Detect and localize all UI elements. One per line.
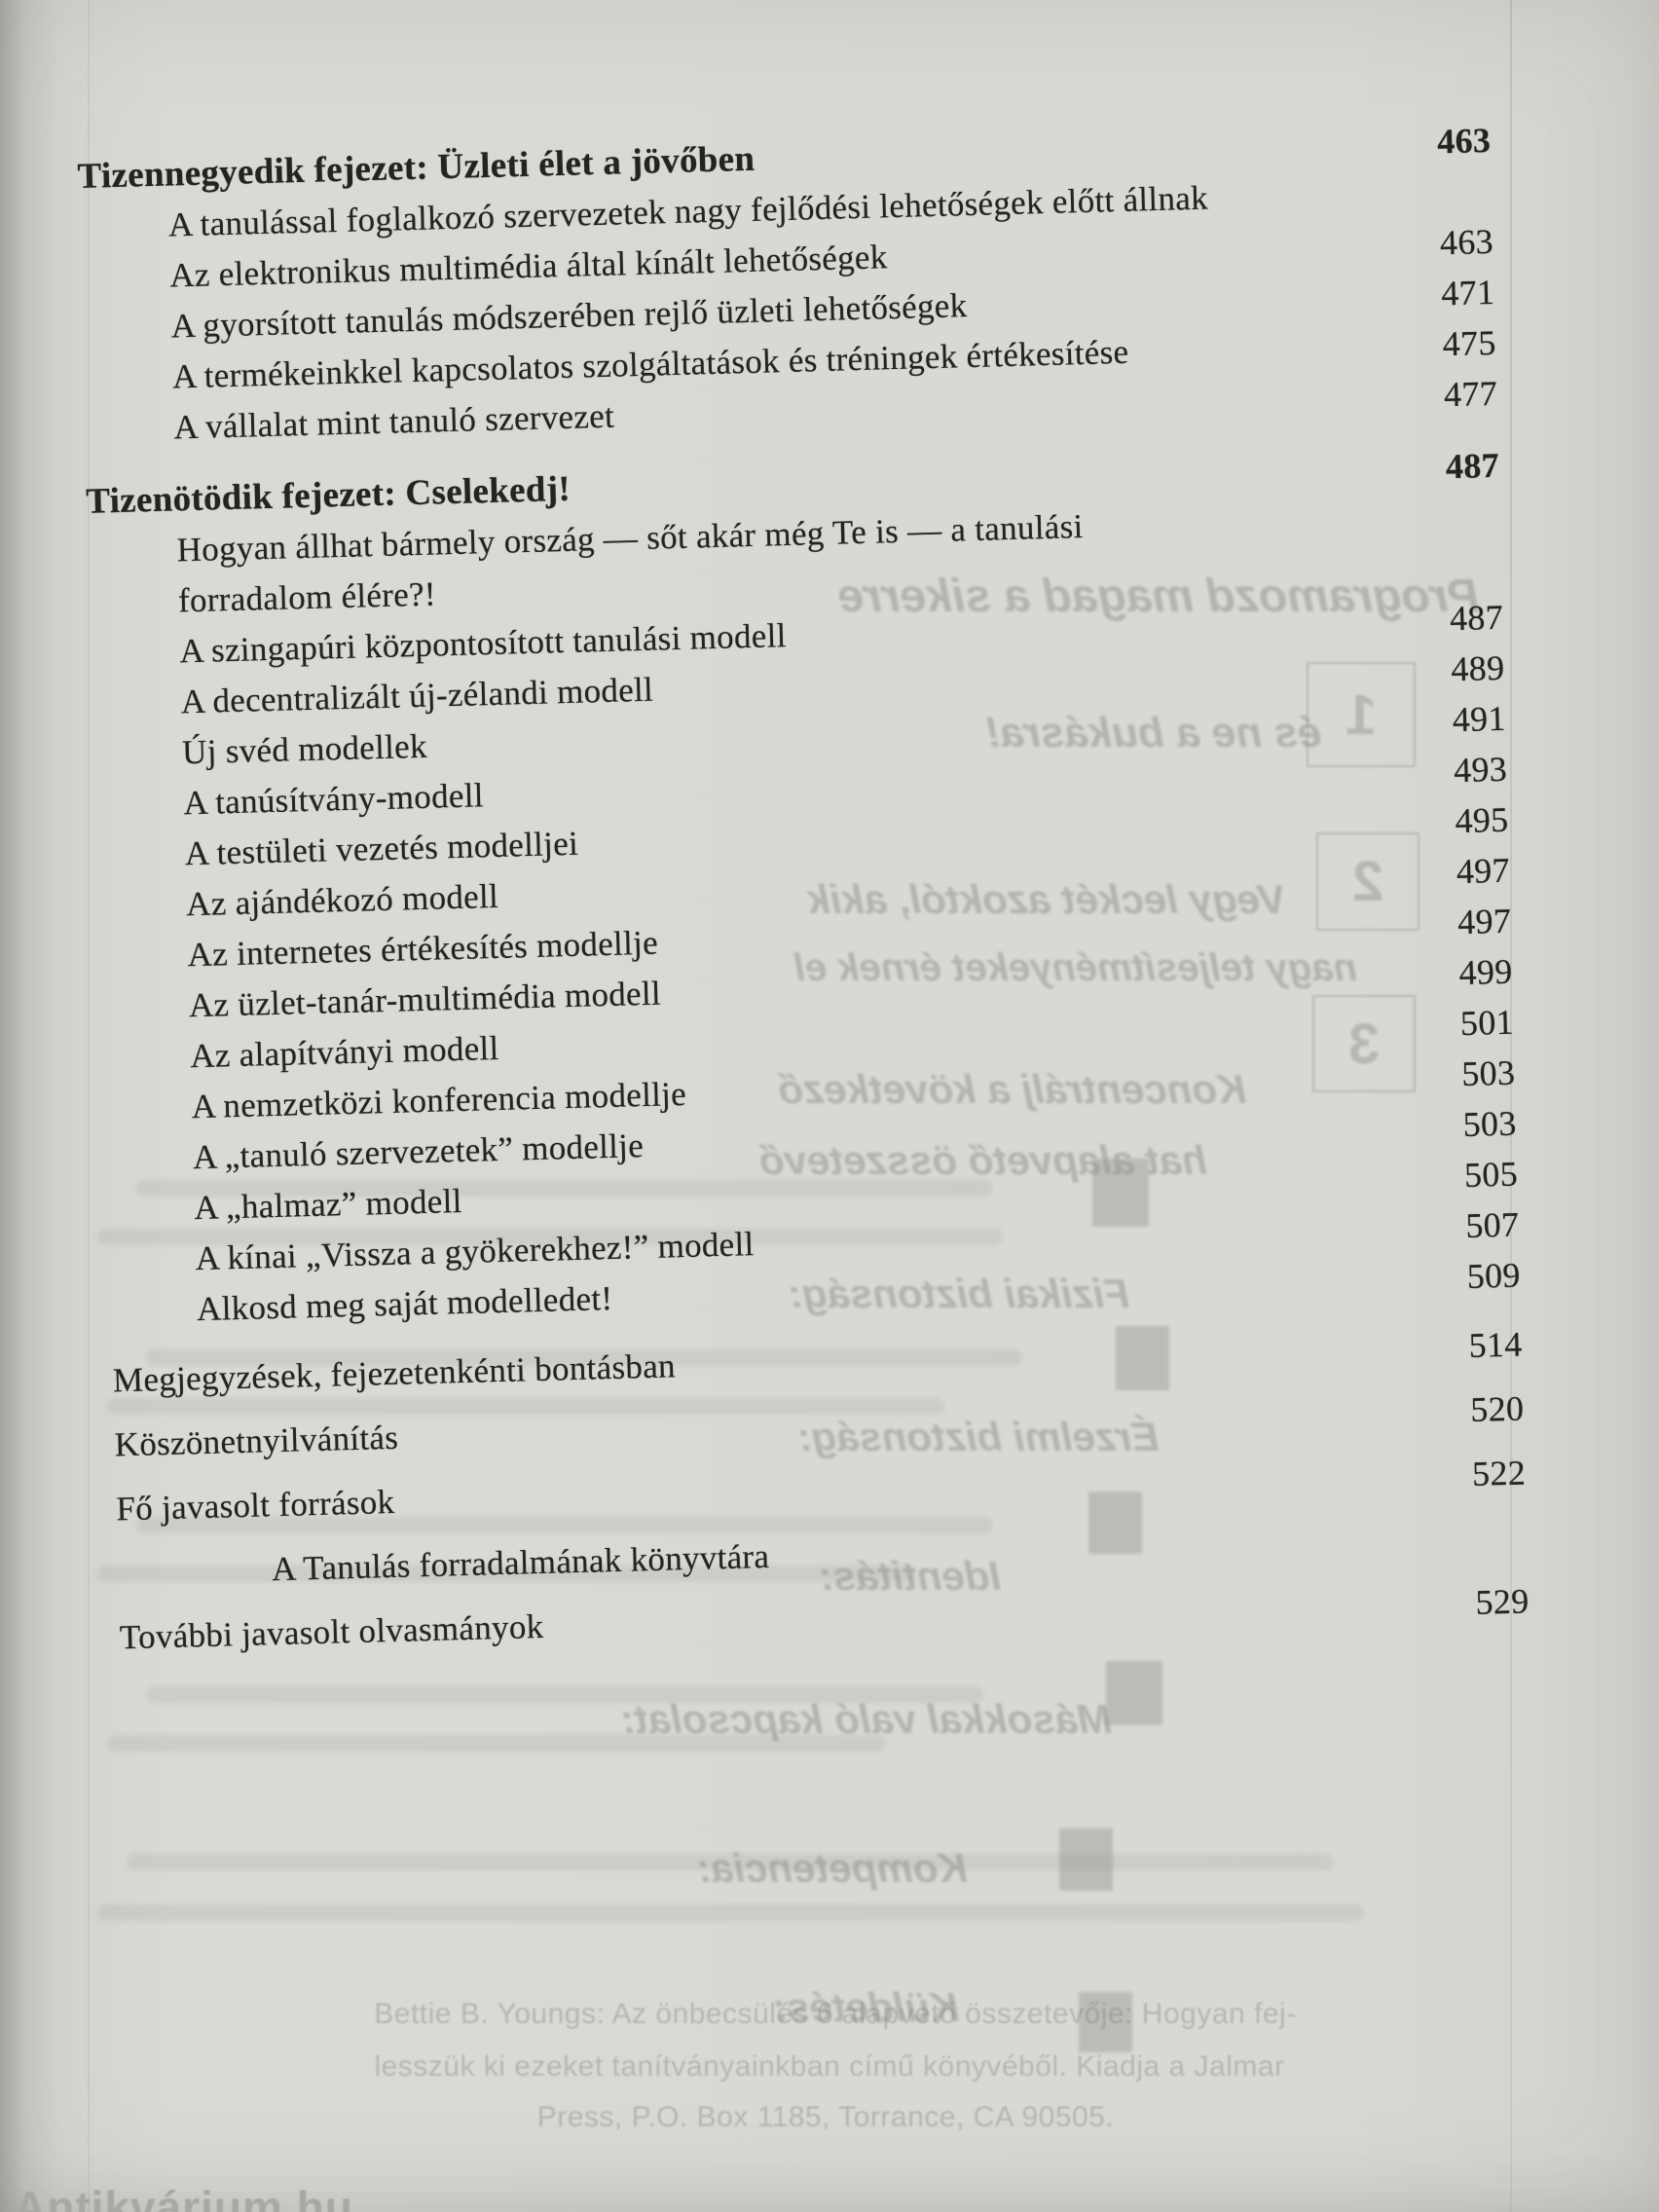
- ghost-square: [1059, 1828, 1113, 1891]
- ghost-square: [1079, 1992, 1132, 2052]
- antikvarium-watermark: Antikvárium.hu: [14, 2182, 353, 2212]
- toc-entry-text: Az ajándékozó modell: [185, 876, 499, 924]
- ghost-square: [1116, 1326, 1169, 1390]
- toc-entry-text: A vállalat mint tanuló szervezet: [172, 396, 615, 447]
- toc-page-number: 501: [1459, 1002, 1515, 1044]
- toc-page-number: 520: [1469, 1388, 1525, 1429]
- ghost-footnote-line: Bettie B. Youngs: Az önbecsülés 6 alapve…: [374, 1998, 1297, 2030]
- ghost-footnote-line: Press, P.O. Box 1185, Torrance, CA 90505…: [536, 2101, 1115, 2133]
- toc-entry-text: A kínai „Vissza a gyökerekhez!” modell: [195, 1225, 756, 1278]
- toc-page-number: 475: [1442, 322, 1497, 364]
- toc-entry-text: Tizenötödik fejezet: Cselekedj!: [85, 468, 571, 522]
- ghost-smudge: [136, 1517, 993, 1533]
- toc-entry-text: Alkosd meg saját modelledet!: [196, 1278, 613, 1329]
- ghost-smudge: [107, 1735, 886, 1751]
- toc-entry-text: A testületi vezetés modelljei: [184, 824, 579, 873]
- toc-entry-text: A „halmaz” modell: [193, 1181, 463, 1228]
- toc-entry-text: A „tanuló szervezetek” modellje: [192, 1126, 645, 1177]
- toc-page-number: 495: [1454, 799, 1509, 841]
- toc-entry-text: A szingapúri központosított tanulási mod…: [178, 616, 788, 671]
- toc-page-number: 477: [1443, 373, 1498, 415]
- toc-page-number: 463: [1439, 221, 1494, 263]
- toc-entry-text: Az alapítványi modell: [189, 1028, 500, 1076]
- ghost-smudge: [136, 1180, 993, 1197]
- toc-entry-text: Köszönetnyilvánítás: [114, 1418, 399, 1464]
- toc-page-number: 497: [1456, 901, 1512, 942]
- ghost-smudge: [146, 1349, 1022, 1366]
- ghost-square: [1088, 1492, 1142, 1554]
- toc-entry-text: A decentralizált új-zélandi modell: [180, 670, 654, 721]
- toc-page-number: 463: [1436, 120, 1492, 162]
- toc-page-number: 487: [1449, 597, 1504, 639]
- toc-entry-text: Az internetes értékesítés modellje: [187, 923, 659, 975]
- toc-page-number: 499: [1458, 951, 1514, 993]
- ghost-smudge: [97, 1904, 1363, 1921]
- toc-page-number: 493: [1453, 749, 1508, 791]
- toc-page-number: 487: [1445, 445, 1500, 487]
- toc-page-number: 491: [1452, 698, 1507, 740]
- ghost-square: [1092, 1159, 1149, 1227]
- ghost-square: [1106, 1661, 1162, 1725]
- ghost-smudge: [146, 1686, 983, 1703]
- toc-entry-text: Az üzlet-tanár-multimédia modell: [188, 974, 662, 1025]
- toc-entry-text: forradalom élére?!: [177, 574, 437, 620]
- toc-page-number: 489: [1450, 647, 1505, 689]
- toc-entry-text: A Tanulás forradalmának könyvtára: [271, 1536, 770, 1589]
- ghost-footnote-line: lesszük ki ezeket tanítványainkban című …: [374, 2050, 1285, 2083]
- ghost-smudge: [97, 1229, 1003, 1245]
- ghost-smudge: [107, 1398, 944, 1415]
- toc-page-number: 503: [1462, 1103, 1518, 1145]
- toc-page-number: 497: [1456, 850, 1511, 892]
- toc-entry-text: Fő javasolt források: [115, 1482, 395, 1529]
- ghost-smudge: [97, 1566, 915, 1582]
- ghost-smudge: [127, 1854, 1334, 1870]
- toc-entry-text: A tanúsítvány-modell: [182, 776, 485, 823]
- toc-entry-text: További javasolt olvasmányok: [119, 1606, 544, 1657]
- toc-entry-text: Új svéd modellek: [181, 726, 428, 772]
- toc-entry-text: A nemzetközi konferencia modellje: [191, 1074, 687, 1126]
- toc-page-number: 529: [1475, 1581, 1530, 1622]
- toc-page-number: 503: [1460, 1052, 1516, 1094]
- toc-page-number: 471: [1440, 272, 1495, 313]
- toc-page-number: 522: [1471, 1453, 1527, 1493]
- scan-crease-line: [1510, 0, 1512, 2212]
- toc-page-number: 514: [1468, 1324, 1524, 1365]
- scan-margin-line: [88, 0, 90, 2212]
- toc-page-number: 509: [1466, 1255, 1522, 1296]
- toc-entry-text: Megjegyzések, fejezetenkénti bontásban: [112, 1346, 677, 1400]
